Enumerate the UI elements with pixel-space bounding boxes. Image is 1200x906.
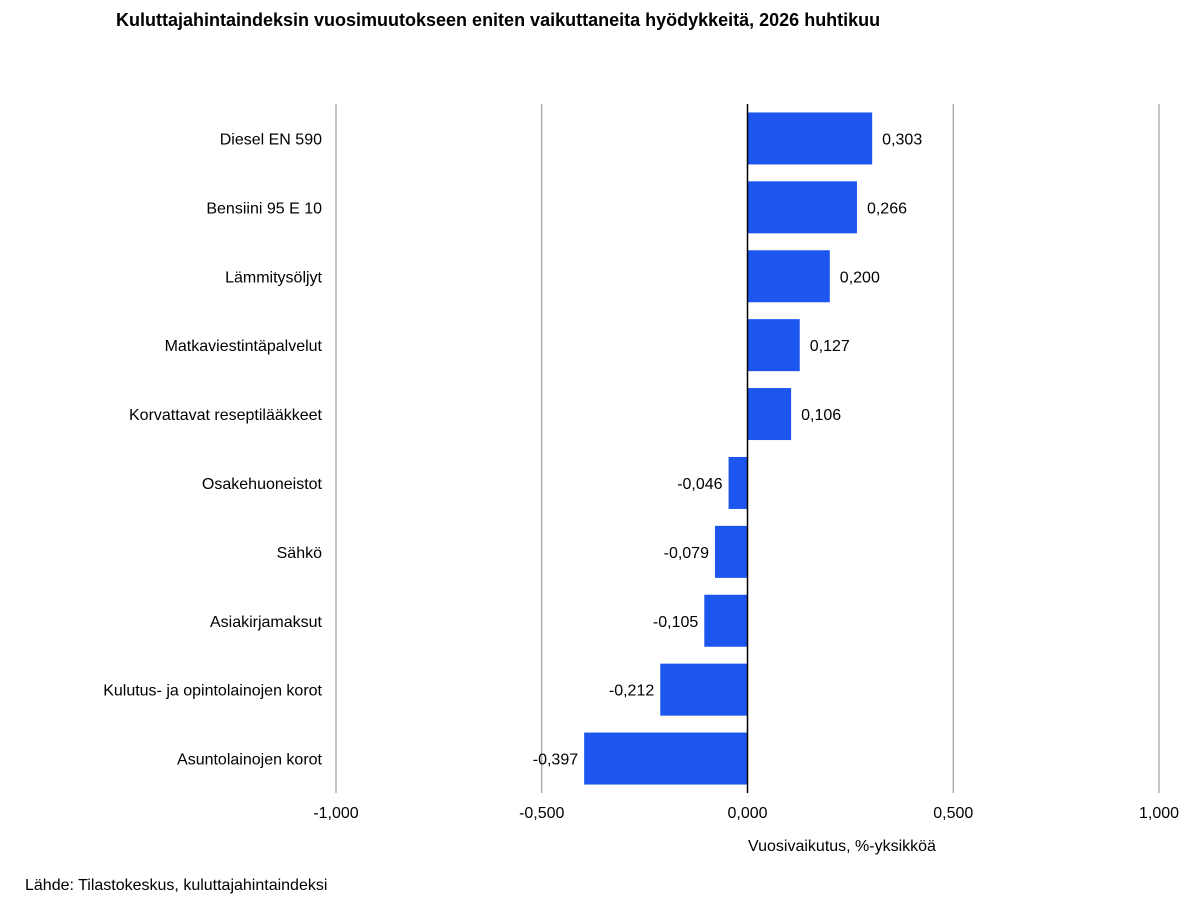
bar-4 (747, 388, 792, 441)
value-label-0: 0,303 (882, 131, 922, 148)
bar-2 (747, 250, 830, 303)
x-tick-label-2: 0,000 (727, 805, 767, 822)
value-label-7: -0,105 (653, 614, 698, 631)
value-label-6: -0,079 (664, 545, 709, 562)
x-tick-label-1: -0,500 (519, 805, 564, 822)
x-tick-label-0: -1,000 (313, 805, 358, 822)
category-label-8: Kulutus- ja opintolainojen korot (103, 683, 322, 700)
category-label-2: Lämmitysöljyt (225, 269, 322, 286)
value-label-2: 0,200 (840, 269, 880, 286)
value-label-1: 0,266 (867, 200, 907, 217)
category-label-4: Korvattavat reseptilääkkeet (129, 407, 323, 424)
value-label-9: -0,397 (533, 752, 578, 769)
value-label-8: -0,212 (609, 683, 654, 700)
chart-title: Kuluttajahintaindeksin vuosimuutokseen e… (116, 10, 881, 30)
bar-5 (728, 456, 748, 509)
value-label-5: -0,046 (677, 476, 722, 493)
x-tick-label-4: 1,000 (1139, 805, 1179, 822)
category-label-1: Bensiini 95 E 10 (206, 200, 322, 217)
bar-0 (747, 112, 873, 165)
bar-6 (714, 525, 748, 578)
category-label-6: Sähkö (277, 545, 322, 562)
bar-3 (747, 319, 800, 372)
bar-1 (747, 181, 857, 234)
category-label-9: Asuntolainojen korot (177, 752, 323, 769)
category-label-7: Asiakirjamaksut (210, 614, 323, 631)
value-label-4: 0,106 (801, 407, 841, 424)
x-tick-label-3: 0,500 (933, 805, 973, 822)
x-axis-title: Vuosivaikutus, %-yksikköä (748, 838, 936, 855)
tick-labels: -1,000 -0,500 0,000 0,500 1,000 (313, 805, 1179, 822)
grid-lines (335, 104, 1160, 793)
bar-9 (584, 732, 748, 785)
category-label-5: Osakehuoneistot (202, 476, 323, 493)
source-note: Lähde: Tilastokeskus, kuluttajahintainde… (25, 877, 328, 894)
category-label-3: Matkaviestintäpalvelut (165, 338, 323, 355)
bars (584, 112, 873, 785)
category-label-0: Diesel EN 590 (220, 131, 322, 148)
bar-7 (704, 594, 748, 647)
bar-8 (660, 663, 748, 716)
value-label-3: 0,127 (810, 338, 850, 355)
value-labels: 0,303 0,266 0,200 0,127 0,106 -0,046 -0,079 -0,… (533, 131, 923, 768)
category-labels: Diesel EN 590 Bensiini 95 E 10 Lämmitysölj… (103, 131, 322, 768)
